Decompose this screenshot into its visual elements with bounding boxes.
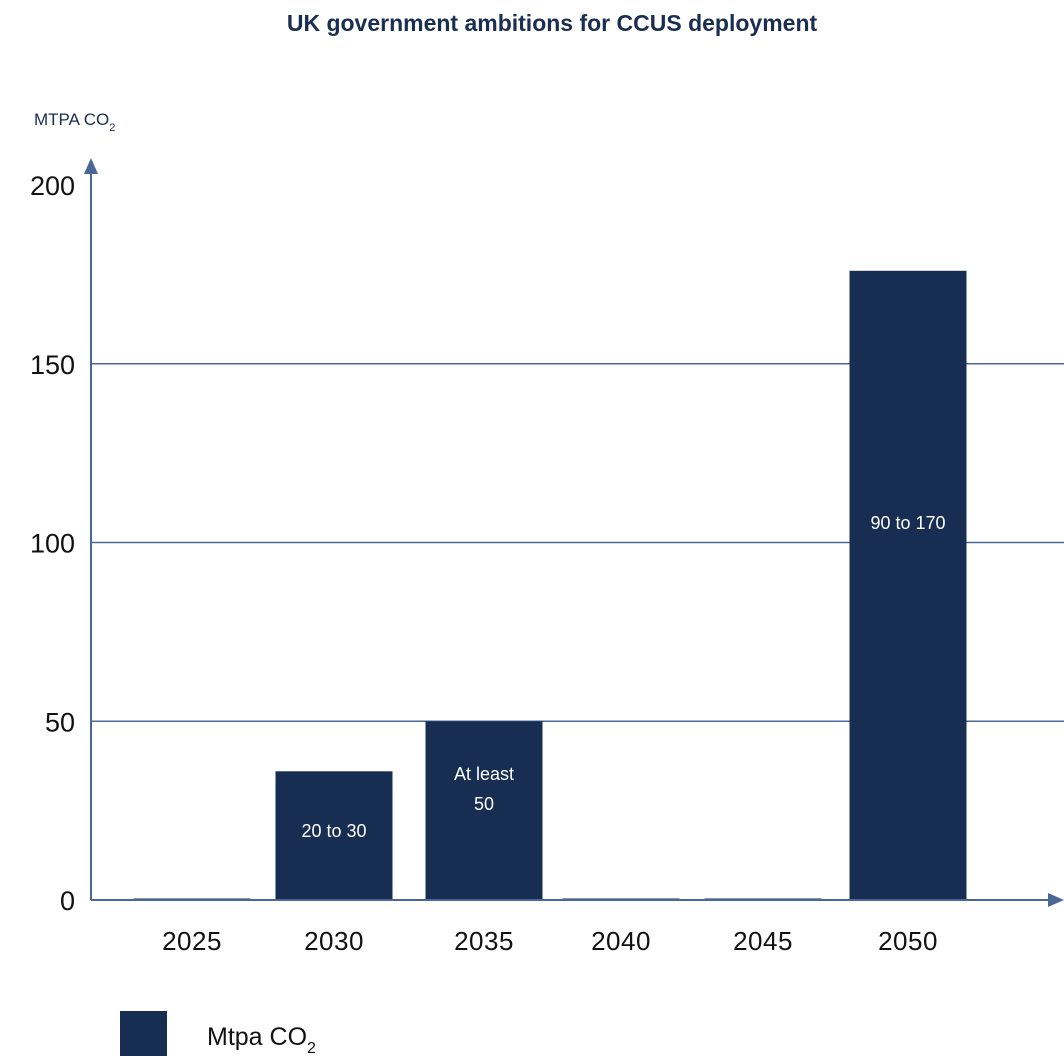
y-tick-label-200: 200 [30, 171, 75, 201]
y-tick-label-150: 150 [30, 350, 75, 380]
x-tick-label-2045: 2045 [733, 926, 793, 956]
y-axis-label: MTPA CO2 [34, 110, 115, 134]
data-label-2050: 90 to 170 [870, 513, 945, 533]
y-axis-arrow [84, 158, 98, 174]
data-label-2030: 20 to 30 [301, 821, 366, 841]
y-tick-labels: 0 50 100 150 200 [30, 171, 75, 916]
chart-title: UK government ambitions for CCUS deploym… [287, 10, 818, 36]
x-tick-label-2030: 2030 [304, 926, 364, 956]
legend-label: Mtpa CO2 [207, 1023, 316, 1056]
legend-label-main: Mtpa CO [207, 1023, 307, 1051]
bar-2050 [849, 270, 967, 900]
x-tick-label-2040: 2040 [591, 926, 651, 956]
x-tick-label-2050: 2050 [878, 926, 938, 956]
legend-label-sub: 2 [307, 1040, 316, 1056]
data-label-2035-line-1: At least [454, 764, 514, 784]
data-labels: 20 to 30 At least 50 90 to 170 [301, 513, 945, 841]
x-axis-arrow [1048, 893, 1064, 907]
bar-2035 [425, 721, 543, 900]
legend: Mtpa CO2 [120, 1011, 316, 1056]
y-axis-label-main: MTPA CO [34, 110, 109, 129]
bar-2030 [275, 771, 393, 900]
x-tick-labels: 2025 2030 2035 2040 2045 2050 [162, 926, 938, 956]
legend-swatch [120, 1011, 167, 1056]
data-label-2035-line-2: 50 [474, 794, 494, 814]
y-tick-label-50: 50 [45, 707, 75, 737]
y-axis-label-sub: 2 [109, 122, 115, 134]
y-tick-label-0: 0 [60, 886, 75, 916]
x-tick-label-2035: 2035 [454, 926, 514, 956]
y-tick-label-100: 100 [30, 529, 75, 559]
x-tick-label-2025: 2025 [162, 926, 222, 956]
axes [84, 158, 1064, 907]
bars [133, 270, 967, 900]
